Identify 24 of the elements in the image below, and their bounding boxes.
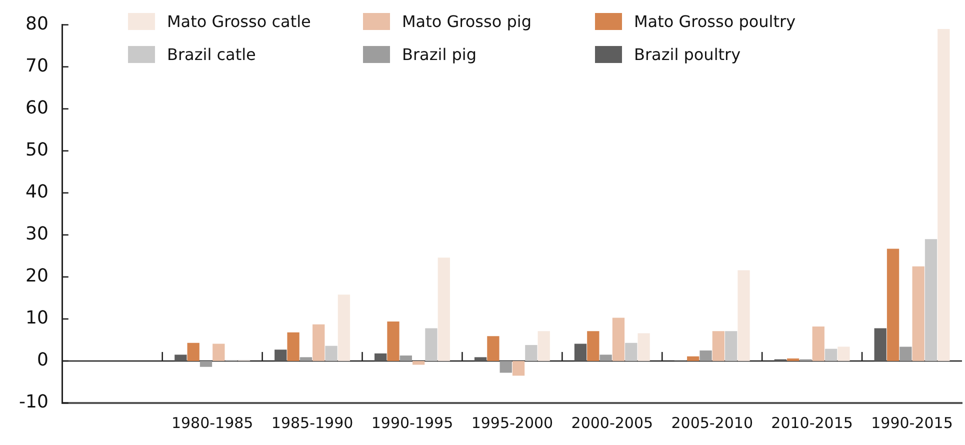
- y-tick-label: 60: [25, 98, 48, 119]
- y-tick-label: 40: [25, 182, 48, 203]
- legend-label: Mato Grosso pig: [402, 12, 532, 31]
- y-tick-label: -10: [18, 392, 48, 413]
- legend-label: Brazil catle: [167, 45, 256, 64]
- x-tick-label: 1980-1985: [171, 414, 254, 432]
- x-tick-label: 2010-2015: [771, 414, 853, 432]
- legend-label: Mato Grosso catle: [167, 12, 311, 31]
- y-tick-label: 20: [25, 266, 48, 287]
- legend-label: Mato Grosso poultry: [634, 12, 796, 31]
- y-tick-label: 30: [25, 224, 48, 245]
- x-tick-label: 1985-1990: [271, 414, 354, 432]
- x-tick-label: 1995-2000: [471, 414, 554, 432]
- y-tick-label: 50: [25, 140, 48, 161]
- y-tick-label: 10: [25, 308, 48, 329]
- x-tick-label: 2000-2005: [571, 414, 654, 432]
- x-tick-label: 1990-2015: [871, 414, 953, 432]
- y-tick-label: 0: [36, 350, 48, 371]
- legend-label: Brazil poultry: [634, 45, 741, 64]
- legend-label: Brazil pig: [402, 45, 476, 64]
- y-tick-label: 80: [25, 13, 48, 34]
- x-tick-label: 1990-1995: [371, 414, 454, 432]
- y-tick-label: 70: [25, 55, 48, 76]
- x-tick-label: 2005-2010: [671, 414, 753, 432]
